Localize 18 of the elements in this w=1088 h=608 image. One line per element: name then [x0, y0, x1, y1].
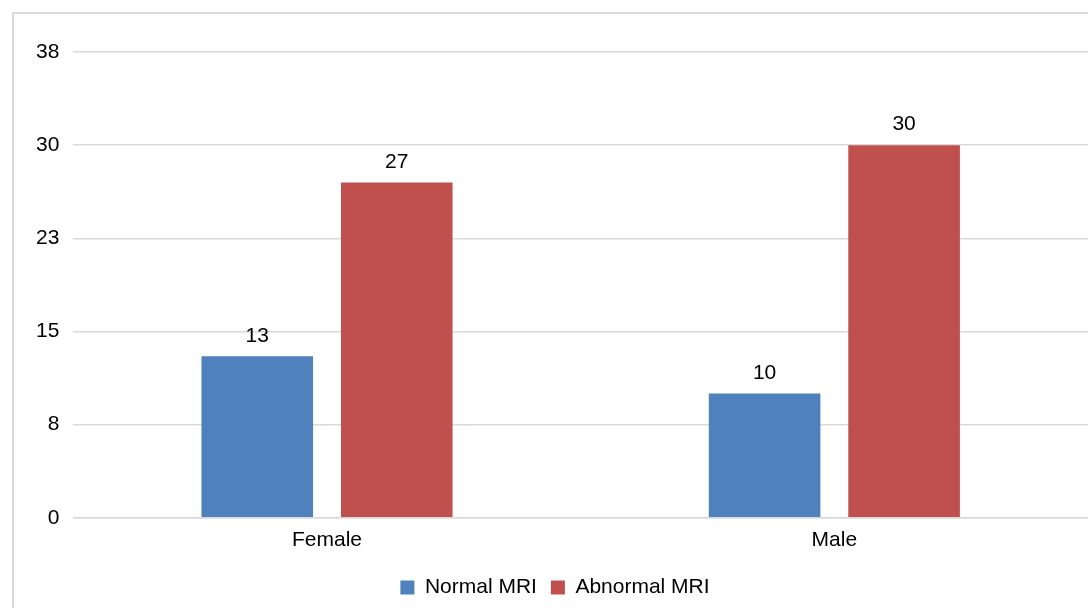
x-tick-label: Male: [811, 527, 858, 551]
bar: [340, 182, 453, 518]
data-label: 10: [752, 359, 777, 383]
bar: [201, 356, 314, 518]
x-tick-label: Female: [292, 527, 363, 551]
y-tick-label: 8: [47, 411, 60, 435]
y-tick-label: 30: [36, 131, 60, 155]
legend-label: Normal MRI: [424, 574, 537, 598]
bar: [848, 145, 960, 518]
bar: [708, 393, 821, 518]
y-tick-label: 23: [36, 225, 60, 249]
y-tick-label: 38: [36, 38, 60, 62]
data-label: 27: [385, 148, 409, 172]
y-tick-label: 0: [47, 504, 60, 528]
data-label: 13: [245, 322, 269, 346]
legend-label: Abnormal MRI: [575, 574, 710, 598]
data-label: 30: [892, 111, 916, 135]
y-tick-label: 15: [36, 318, 60, 342]
